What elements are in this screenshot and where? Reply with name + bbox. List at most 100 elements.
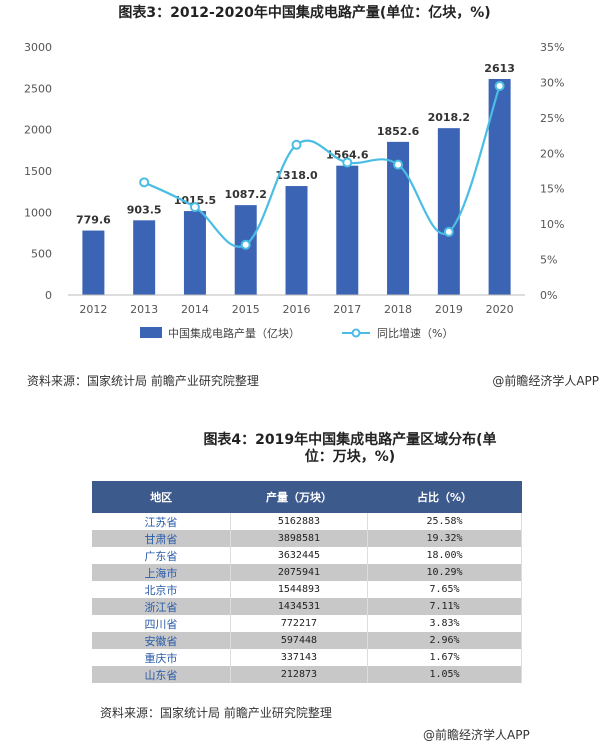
bar: [387, 141, 410, 295]
y-right-tick-label: 10%: [540, 218, 564, 231]
bar-series: [82, 78, 511, 295]
x-tick-label: 2014: [181, 303, 209, 316]
y-right-tick-label: 30%: [540, 76, 564, 89]
bar-data-label: 2613: [484, 62, 515, 75]
bar: [82, 230, 105, 295]
growth-line-series: [139, 80, 505, 250]
table-row: 安徽省 597448 2.96%: [92, 632, 522, 649]
y-right-tick-label: 20%: [540, 147, 564, 160]
region-cell: 浙江省: [92, 598, 231, 615]
bar-data-label: 2018.2: [428, 111, 470, 124]
x-tick-label: 2020: [486, 303, 514, 316]
y-left-tick-label: 500: [31, 248, 52, 261]
y-left-tick-label: 3000: [24, 41, 52, 54]
table-row: 江苏省 5162883 25.58%: [92, 513, 522, 530]
source-note-2: 资料来源：国家统计局 前瞻产业研究院整理: [100, 706, 332, 720]
region-cell: 上海市: [92, 564, 231, 581]
share-cell: 10.29%: [367, 564, 522, 581]
source-note: 资料来源：国家统计局 前瞻产业研究院整理: [27, 374, 259, 388]
header-output: 产量（万块）: [230, 481, 368, 513]
x-tick-label: 2017: [333, 303, 361, 316]
x-axis: 2012 2013 2014 2015 2016 2017 2018 2019 2020: [68, 294, 525, 316]
y-right-tick-label: 35%: [540, 41, 564, 54]
y-right-tick-label: 15%: [540, 183, 564, 196]
growth-point: [342, 157, 353, 168]
table-row: 甘肃省 3898581 19.32%: [92, 530, 522, 547]
header-share: 占比（%）: [367, 481, 522, 513]
legend-bar-swatch: [140, 327, 162, 338]
output-cell: 1434531: [230, 598, 369, 615]
y-left-tick-label: 1500: [24, 165, 52, 178]
bar: [437, 128, 460, 295]
share-cell: 18.00%: [367, 547, 522, 564]
table-row: 重庆市 337143 1.67%: [92, 649, 522, 666]
x-tick-label: 2012: [79, 303, 107, 316]
y-axis-left: 0 500 1000 1500 2000 2500 3000: [24, 41, 52, 302]
x-tick-label: 2013: [130, 303, 158, 316]
header-region: 地区: [92, 481, 231, 513]
bar: [336, 165, 359, 295]
y-right-tick-label: 5%: [540, 254, 557, 267]
region-cell: 重庆市: [92, 649, 231, 666]
x-tick-label: 2019: [435, 303, 463, 316]
bar: [183, 211, 206, 295]
table-row: 浙江省 1434531 7.11%: [92, 598, 522, 615]
growth-point: [189, 202, 200, 213]
growth-point: [240, 239, 251, 250]
region-cell: 四川省: [92, 615, 231, 632]
table-row: 广东省 3632445 18.00%: [92, 547, 522, 564]
growth-point: [139, 177, 150, 188]
table-row: 山东省 212873 1.05%: [92, 666, 522, 683]
bar-data-label: 1852.6: [377, 125, 420, 138]
brand-credit: @前瞻经济学人APP: [492, 374, 599, 388]
growth-point: [494, 80, 505, 91]
growth-point: [291, 139, 302, 150]
output-cell: 772217: [230, 615, 369, 632]
output-cell: 597448: [230, 632, 369, 649]
y-axis-right: 0% 5% 10% 15% 20% 25% 30% 35%: [540, 41, 564, 302]
y-left-tick-label: 2500: [24, 82, 52, 95]
bar-data-label: 1318.0: [275, 169, 318, 182]
legend: 中国集成电路产量（亿块） 同比增速（%）: [140, 326, 453, 340]
share-cell: 2.96%: [367, 632, 522, 649]
bar-data-label: 1015.5: [174, 194, 216, 207]
bar: [133, 220, 156, 295]
bar-data-label: 1087.2: [224, 188, 266, 201]
output-cell: 1544893: [230, 581, 369, 598]
chart-title: 图表3：2012-2020年中国集成电路产量(单位：亿块，%): [118, 5, 491, 21]
table-header-row: 地区 产量（万块） 占比（%）: [92, 481, 522, 513]
x-tick-label: 2016: [283, 303, 311, 316]
table-row: 上海市 2075941 10.29%: [92, 564, 522, 581]
output-cell: 337143: [230, 649, 369, 666]
legend-line-marker: [351, 328, 361, 338]
growth-point: [393, 159, 404, 170]
x-tick-label: 2015: [232, 303, 260, 316]
y-right-tick-label: 25%: [540, 112, 564, 125]
share-cell: 7.11%: [367, 598, 522, 615]
production-chart: 0 500 1000 1500 2000 2500 3000 0% 5% 10% 15% 20% 25…: [24, 41, 564, 340]
share-cell: 19.32%: [367, 530, 522, 547]
x-tick-label: 2018: [384, 303, 412, 316]
share-cell: 25.58%: [367, 513, 522, 530]
output-cell: 2075941: [230, 564, 369, 581]
brand-credit-2: @前瞻经济学人APP: [423, 728, 530, 742]
bar: [488, 78, 511, 295]
table-row: 北京市 1544893 7.65%: [92, 581, 522, 598]
legend-line-label: 同比增速（%）: [377, 326, 453, 340]
region-cell: 安徽省: [92, 632, 231, 649]
growth-point: [443, 226, 454, 237]
share-cell: 3.83%: [367, 615, 522, 632]
region-cell: 江苏省: [92, 513, 231, 530]
y-right-tick-label: 0%: [540, 289, 557, 302]
output-cell: 212873: [230, 666, 369, 683]
bar: [234, 205, 257, 295]
region-cell: 北京市: [92, 581, 231, 598]
bar-data-label: 779.6: [76, 214, 111, 227]
output-cell: 3898581: [230, 530, 369, 547]
bar: [285, 186, 308, 295]
legend-bar-label: 中国集成电路产量（亿块）: [168, 326, 300, 340]
region-table: 地区 产量（万块） 占比（%） 江苏省 5162883 25.58% 甘肃省 38985…: [92, 481, 522, 683]
output-cell: 5162883: [230, 513, 369, 530]
y-left-tick-label: 2000: [24, 124, 52, 137]
output-cell: 3632445: [230, 547, 369, 564]
